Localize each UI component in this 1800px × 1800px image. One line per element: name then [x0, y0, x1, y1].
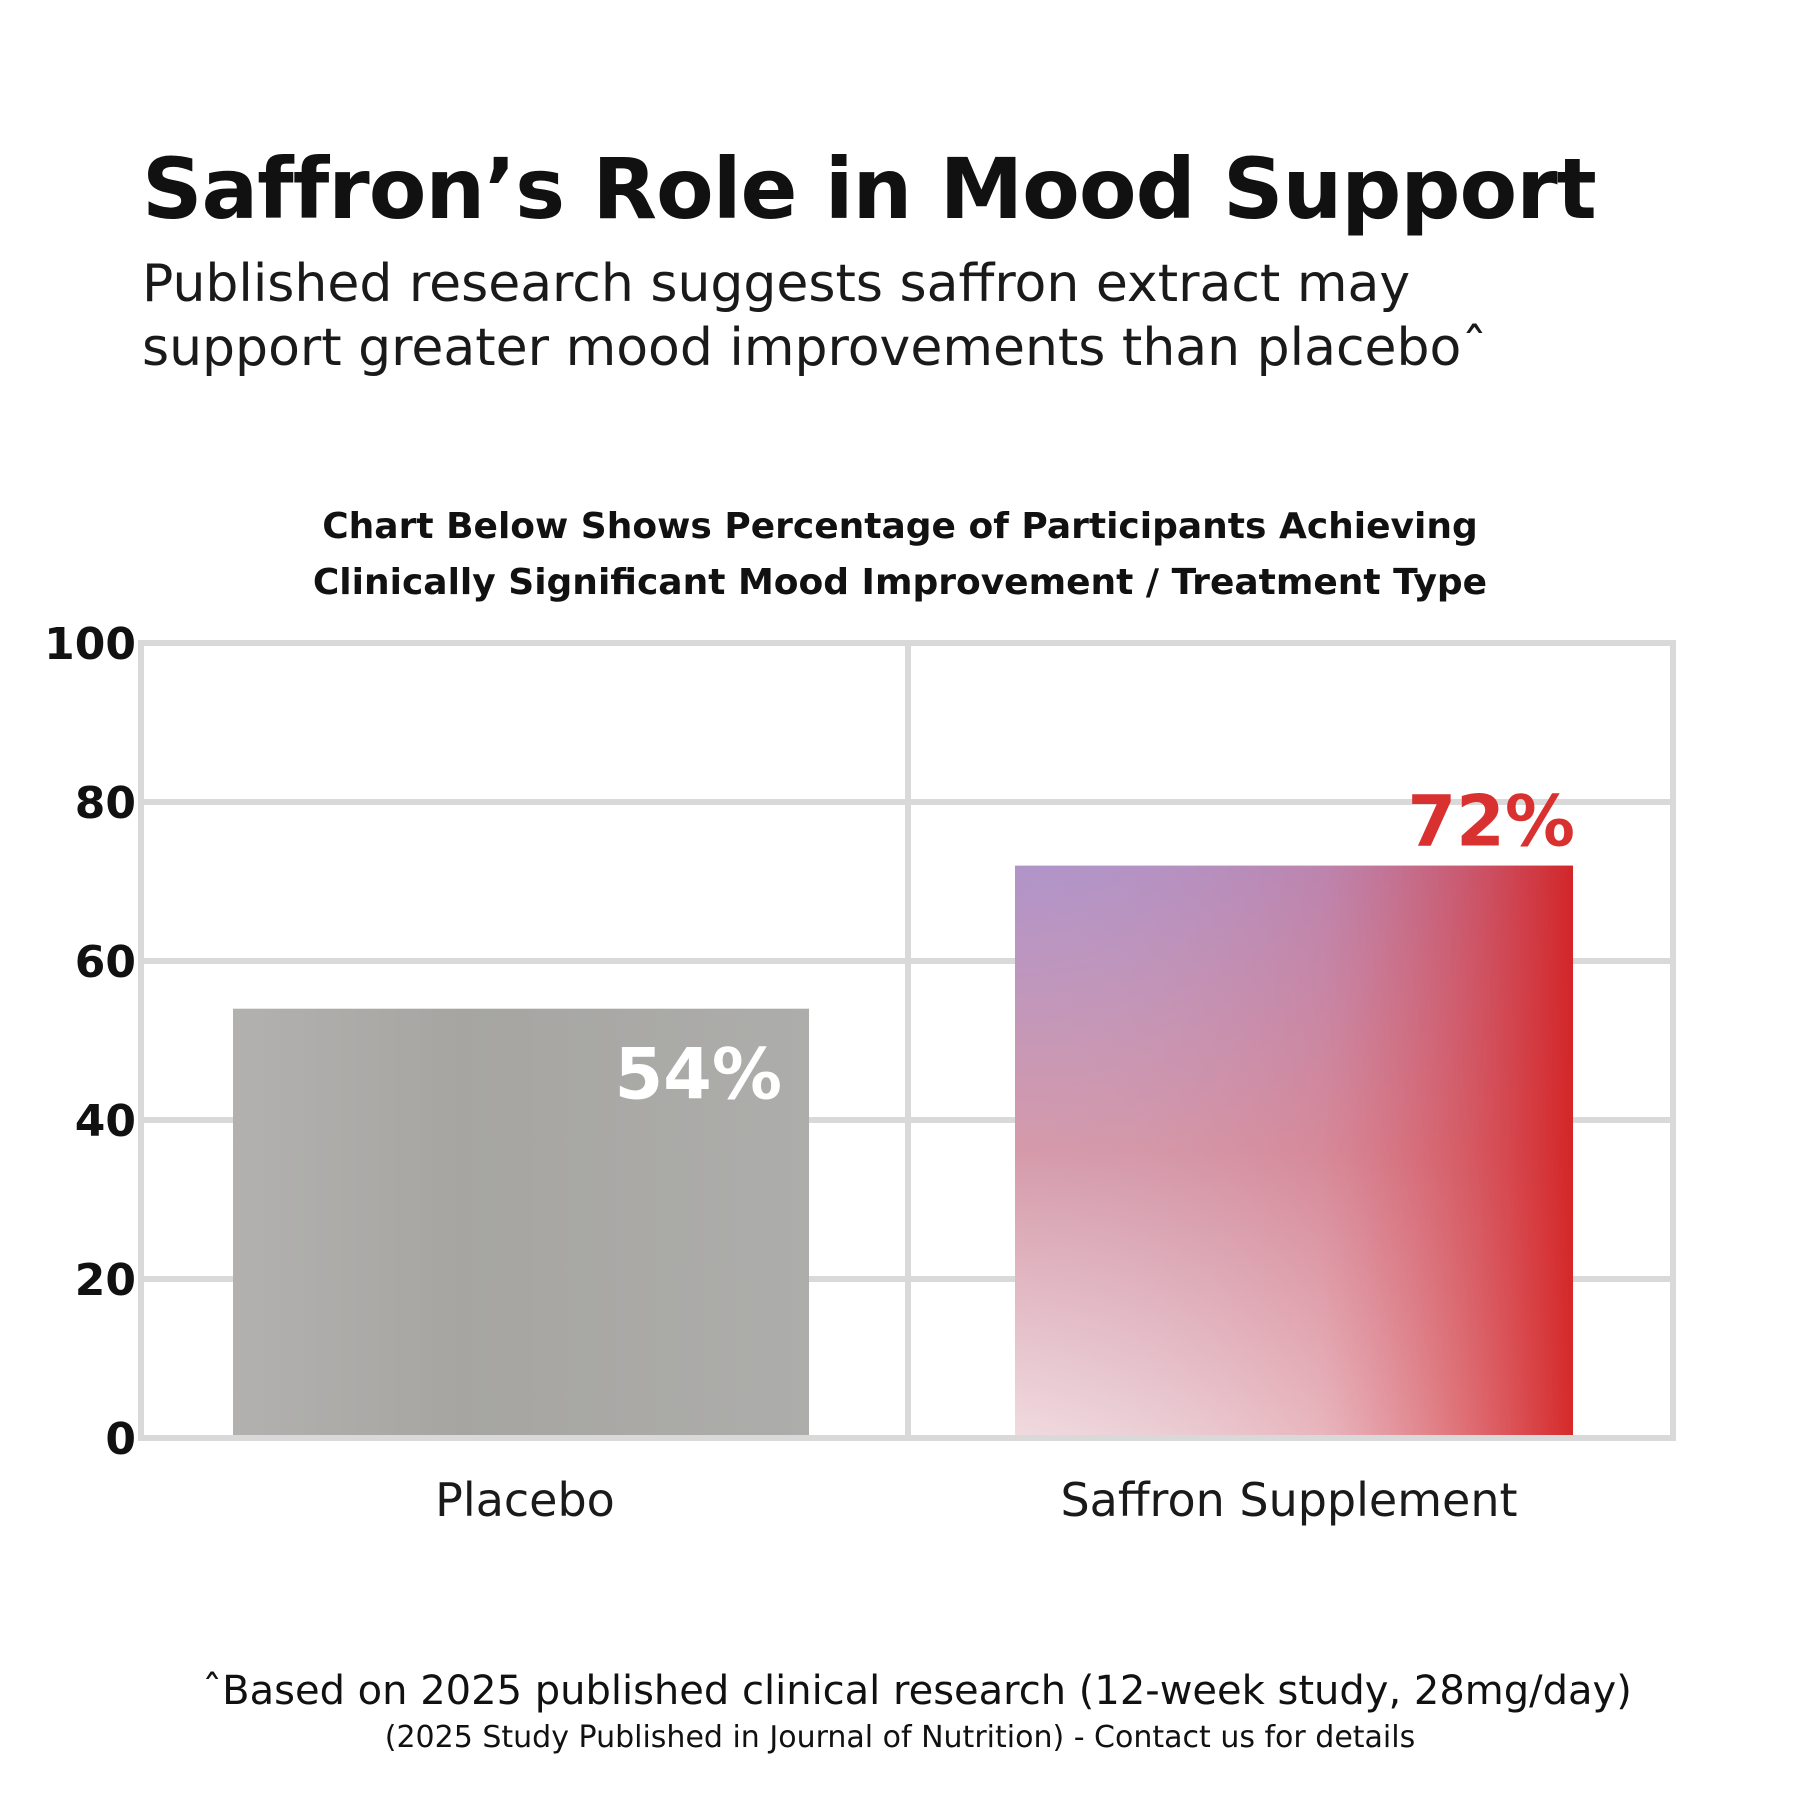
y-tick-label: 100: [44, 619, 136, 670]
y-tick-label: 80: [75, 778, 136, 829]
subtitle-line-1: Published research suggests saffron extr…: [142, 254, 1411, 314]
bar-saffron-overlay: [1015, 865, 1573, 1435]
data-label: 72%: [1407, 781, 1575, 863]
y-tick-label: 0: [105, 1414, 136, 1465]
subtitle-line-2: support greater mood improvements than p…: [142, 318, 1488, 378]
chart-title-line-2: Clinically Significant Mood Improvement …: [312, 562, 1488, 603]
y-tick-label: 60: [75, 937, 136, 988]
y-tick-label: 40: [75, 1096, 136, 1147]
bar-placebo: [233, 1008, 809, 1435]
category-label: Saffron Supplement: [1060, 1473, 1517, 1527]
chart-title-line-1: Chart Below Shows Percentage of Particip…: [322, 506, 1478, 547]
category-label: Placebo: [435, 1473, 615, 1527]
footnote-2: (2025 Study Published in Journal of Nutr…: [384, 1720, 1416, 1755]
data-label: 54%: [614, 1034, 782, 1116]
y-tick-label: 20: [75, 1255, 136, 1306]
footnote-1: ˆBased on 2025 published clinical resear…: [202, 1668, 1632, 1714]
page-title: Saffron’s Role in Mood Support: [142, 140, 1597, 238]
